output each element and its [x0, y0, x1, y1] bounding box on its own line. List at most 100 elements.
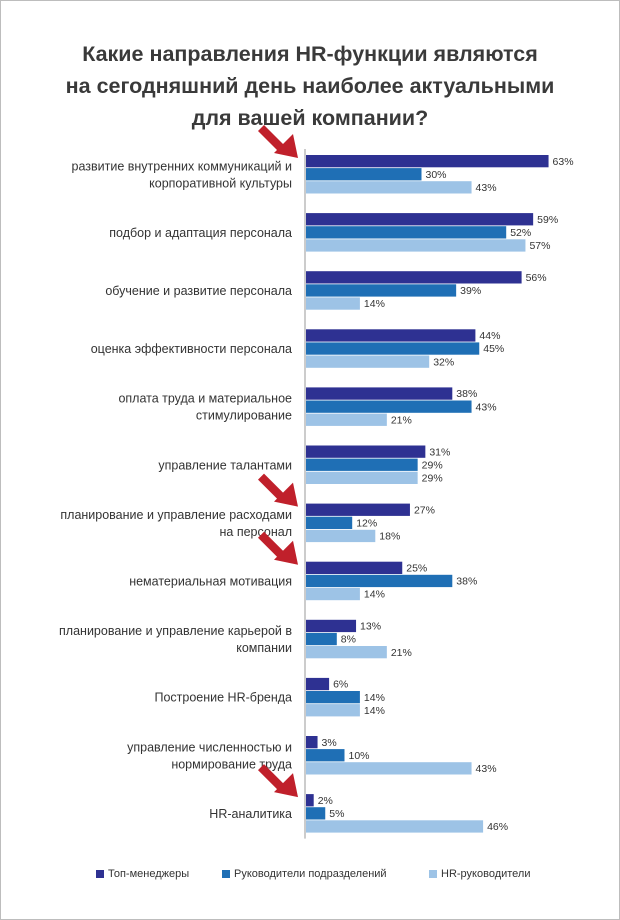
bar [306, 471, 418, 484]
data-label: 6% [333, 679, 348, 691]
arrow-shaft [258, 473, 286, 502]
bar [306, 458, 418, 471]
data-label: 14% [364, 589, 385, 601]
data-label: 56% [526, 272, 547, 284]
data-label: 25% [406, 563, 427, 575]
title-line-2: на сегодняшний день наиболее актуальными [65, 74, 555, 98]
data-label: 5% [329, 808, 344, 820]
bar [306, 762, 472, 775]
bar [306, 691, 360, 704]
category-label: компании [236, 641, 292, 655]
bar [306, 561, 403, 574]
highlight-arrow [258, 531, 298, 565]
category-label: Построение HR-бренда [154, 691, 292, 705]
category-label: обучение и развитие персонала [105, 284, 292, 298]
data-label: 13% [360, 621, 381, 633]
data-label: 14% [364, 298, 385, 310]
data-label: 12% [356, 518, 377, 530]
legend-label: HR-руководители [441, 868, 531, 880]
bar [306, 213, 534, 226]
data-label: 52% [510, 227, 531, 239]
category-label: планирование и управление расходами [60, 508, 292, 522]
category-label: развитие внутренних коммуникаций и [72, 159, 293, 173]
bar [306, 239, 526, 252]
bar [306, 181, 472, 194]
data-label: 32% [433, 356, 454, 368]
legend-label: Руководители подразделений [234, 868, 387, 880]
bar [306, 355, 430, 368]
bar [306, 445, 426, 458]
highlight-arrow [258, 125, 298, 158]
data-label: 10% [349, 750, 370, 762]
bar [306, 284, 457, 297]
category-label: нематериальная мотивация [129, 574, 292, 588]
legend-item: Руководители подразделений [222, 868, 387, 880]
legend-label: Топ-менеджеры [108, 868, 190, 880]
arrow-head [274, 134, 298, 158]
arrow-head [274, 482, 298, 507]
category-label: на персонал [220, 525, 293, 539]
bar [306, 529, 376, 543]
arrow-shaft [258, 125, 286, 153]
bar [306, 794, 314, 807]
bar [306, 677, 330, 691]
data-label: 27% [414, 504, 435, 516]
legend-swatch [96, 870, 104, 878]
data-label: 21% [391, 647, 412, 659]
category-label: управление численностью и [127, 740, 292, 754]
bar [306, 736, 318, 749]
category-label: корпоративной культуры [149, 176, 292, 190]
bar [306, 820, 484, 833]
bar [306, 619, 357, 633]
bar [306, 632, 337, 646]
title-line-3: для вашей компании? [191, 106, 429, 130]
title-line-1: Какие направления HR-функции являются [82, 42, 538, 66]
bar [306, 704, 360, 717]
data-label: 2% [318, 795, 333, 807]
data-label: 29% [422, 459, 443, 471]
bar [306, 342, 480, 355]
data-label: 46% [487, 821, 508, 833]
data-label: 43% [476, 763, 497, 775]
bar [306, 749, 345, 762]
legend-item: Топ-менеджеры [96, 868, 189, 880]
bar [306, 587, 360, 601]
bar [306, 387, 453, 400]
bar-chart: развитие внутренних коммуникаций и корпор… [59, 125, 574, 839]
bar [306, 400, 472, 413]
data-label: 14% [364, 692, 385, 704]
category-label: управление талантами [158, 458, 292, 472]
data-label: 45% [483, 343, 504, 355]
data-label: 43% [476, 401, 497, 413]
bar [306, 503, 410, 516]
category-label: оплата труда и материальное [118, 392, 292, 406]
bar [306, 271, 522, 284]
bar [306, 297, 360, 310]
data-label: 43% [476, 182, 497, 194]
legend-swatch [429, 870, 437, 878]
bar [306, 413, 387, 426]
data-label: 18% [379, 531, 400, 543]
bar [306, 807, 326, 820]
data-label: 21% [391, 414, 412, 426]
arrow-head [274, 773, 298, 798]
bar [306, 516, 353, 529]
arrow-shaft [258, 764, 286, 793]
arrow-head [274, 540, 298, 565]
chart-legend: Топ-менеджеры Руководители подразделений H… [0, 862, 620, 886]
data-label: 30% [426, 169, 447, 181]
data-label: 59% [537, 214, 558, 226]
legend-item: HR-руководители [429, 868, 531, 880]
data-label: 63% [553, 156, 574, 168]
category-label: оценка эффективности персонала [91, 342, 292, 356]
arrow-shaft [258, 531, 286, 560]
data-label: 31% [429, 446, 450, 458]
data-label: 38% [456, 576, 477, 588]
data-label: 8% [341, 634, 356, 646]
bar [306, 226, 507, 239]
bar [306, 168, 422, 181]
bar [306, 646, 387, 659]
category-label: HR-аналитика [209, 807, 292, 821]
legend-swatch [222, 870, 230, 878]
chart-title: Какие направления HR-функции являются на… [20, 38, 600, 134]
